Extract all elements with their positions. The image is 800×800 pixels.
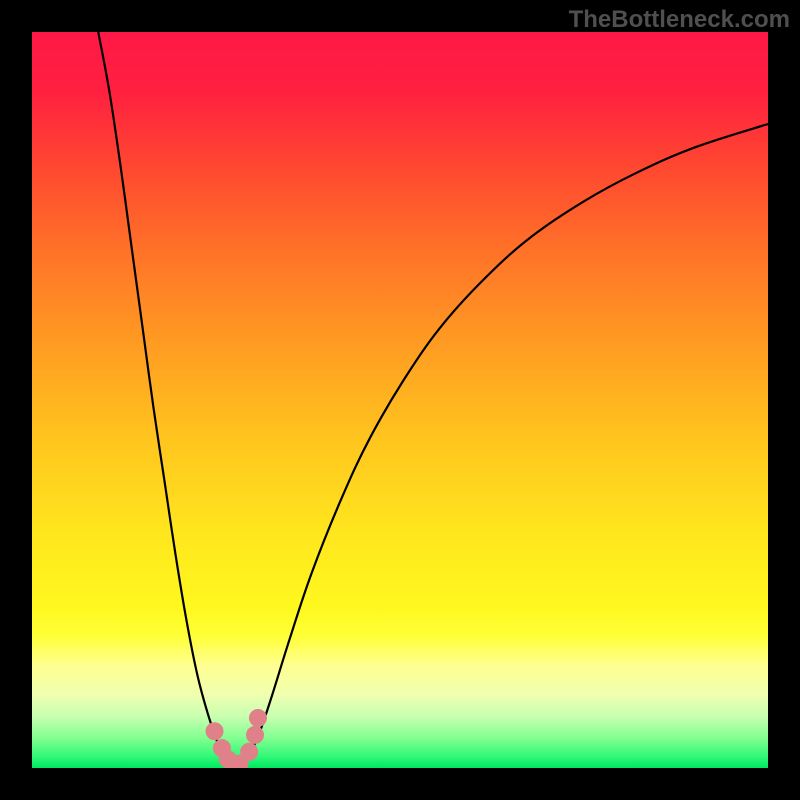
left-curve — [98, 32, 230, 764]
plot-area — [32, 32, 768, 768]
right-curve — [242, 124, 768, 764]
data-marker — [249, 709, 267, 727]
data-marker — [240, 743, 258, 761]
chart-container: TheBottleneck.com — [0, 0, 800, 800]
data-marker — [206, 722, 224, 740]
data-marker — [246, 726, 264, 744]
watermark-text: TheBottleneck.com — [569, 6, 790, 34]
curves-layer — [32, 32, 768, 768]
